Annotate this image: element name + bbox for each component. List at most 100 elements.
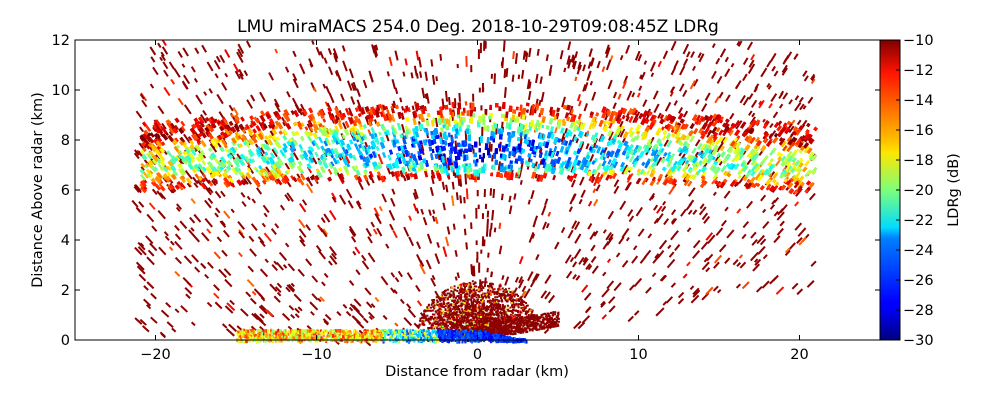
chart-title: LMU miraMACS 254.0 Deg. 2018-10-29T09:08… — [237, 17, 719, 37]
data-cell — [517, 74, 521, 80]
data-cell — [290, 313, 296, 319]
data-cell — [292, 73, 298, 82]
data-cell — [232, 107, 239, 116]
data-cell — [246, 99, 254, 109]
data-cell — [347, 200, 354, 209]
data-cell — [476, 251, 479, 260]
data-cell — [282, 121, 286, 127]
data-cell — [294, 313, 300, 319]
data-cell — [741, 281, 750, 290]
data-cell — [481, 213, 485, 219]
data-cell — [544, 198, 549, 206]
data-cell — [389, 223, 394, 231]
data-cell — [587, 70, 592, 79]
data-cell — [174, 240, 183, 250]
data-cell — [350, 83, 356, 91]
data-cell — [670, 40, 677, 51]
data-cell — [769, 122, 774, 129]
data-cell — [401, 105, 405, 111]
data-cell — [419, 263, 426, 275]
data-cell — [224, 278, 233, 288]
data-cell — [374, 44, 379, 51]
data-cell — [370, 221, 375, 228]
data-cell — [612, 91, 618, 99]
data-cell — [201, 44, 208, 53]
data-cell — [578, 256, 585, 265]
data-cell — [625, 181, 632, 191]
data-cell — [220, 190, 226, 198]
data-cell — [229, 299, 235, 306]
data-cell — [514, 53, 518, 64]
data-cell — [434, 216, 439, 225]
data-cell — [274, 223, 280, 229]
data-cell — [143, 285, 149, 291]
data-cell — [136, 265, 146, 275]
data-cell — [754, 258, 762, 266]
data-cell — [760, 194, 767, 202]
data-cell — [341, 45, 346, 52]
data-cell — [340, 93, 345, 102]
data-cell — [601, 314, 607, 320]
data-cell — [484, 203, 488, 209]
data-cell — [444, 236, 450, 247]
data-cell — [180, 305, 189, 313]
data-cell — [720, 137, 727, 144]
data-cell — [141, 325, 150, 333]
data-cell — [564, 127, 568, 134]
data-cell — [385, 243, 390, 249]
data-cell — [350, 236, 357, 243]
data-cell — [692, 289, 701, 298]
data-cell — [206, 228, 212, 234]
data-cell — [450, 195, 455, 207]
data-cell — [456, 63, 459, 69]
data-cell — [213, 292, 220, 300]
data-cell — [492, 152, 497, 160]
data-cell — [163, 86, 171, 97]
data-cell — [189, 216, 196, 224]
data-cell — [215, 207, 221, 214]
data-cell — [466, 110, 470, 117]
data-cell — [174, 256, 182, 265]
data-cell — [250, 325, 257, 332]
data-cell — [285, 286, 291, 293]
data-cell — [670, 233, 677, 241]
data-cell — [284, 66, 290, 73]
data-cell — [587, 264, 593, 271]
data-cell — [258, 305, 268, 315]
data-cell — [670, 282, 677, 288]
data-cell — [575, 275, 581, 281]
data-cell — [331, 252, 337, 260]
data-cell — [752, 263, 761, 272]
data-cell — [687, 209, 693, 215]
data-cell — [623, 75, 629, 85]
data-cell — [472, 93, 475, 102]
data-cell — [751, 99, 758, 108]
data-cell — [305, 224, 311, 231]
data-cell — [135, 110, 143, 119]
data-cell — [545, 222, 550, 229]
data-cell — [413, 65, 418, 76]
data-cell — [137, 241, 146, 251]
data-cell — [682, 58, 689, 67]
data-cell — [274, 48, 279, 54]
data-cell — [214, 212, 219, 218]
data-cell — [323, 57, 328, 64]
data-cell — [470, 222, 473, 230]
data-cell — [391, 188, 396, 195]
data-cell — [331, 192, 337, 201]
data-cell — [724, 56, 729, 63]
data-cell — [554, 126, 558, 134]
data-cell — [291, 97, 297, 105]
data-cell — [480, 105, 483, 111]
data-cell — [146, 304, 152, 310]
data-cell — [380, 275, 389, 286]
data-cell — [548, 294, 556, 304]
data-cell — [245, 291, 252, 298]
data-cell — [339, 194, 347, 205]
data-cell — [608, 233, 614, 241]
data-cell — [377, 153, 384, 165]
data-cell — [264, 139, 269, 146]
data-cell — [749, 116, 756, 125]
data-cell — [456, 272, 460, 279]
data-cell — [477, 204, 480, 209]
